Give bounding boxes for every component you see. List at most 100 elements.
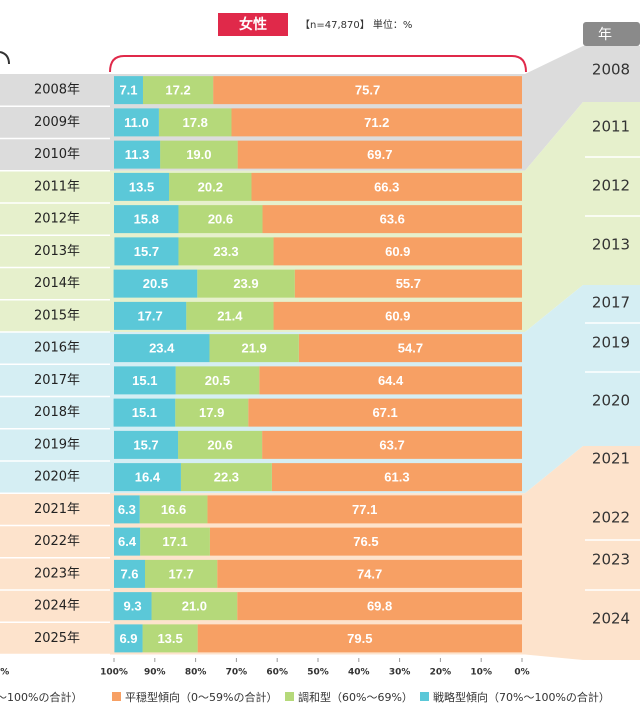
bar-segment xyxy=(209,527,522,556)
bar-segment xyxy=(175,366,260,395)
clipped-text: 0% xyxy=(0,668,9,678)
clipped-text: 〜100%の合計） xyxy=(0,690,82,704)
value-label: 16.6 xyxy=(161,502,186,517)
legend-label: 調和型（60%〜69%） xyxy=(298,690,413,704)
legend-swatch xyxy=(112,692,121,701)
bar-segment xyxy=(237,592,522,621)
bar-segment xyxy=(298,334,522,363)
y-tick-label: 2017年 xyxy=(34,373,80,388)
bar-segment xyxy=(114,624,143,653)
value-label: 20.6 xyxy=(208,212,233,227)
bar-segment xyxy=(114,172,170,201)
y-tick-label: 2011年 xyxy=(34,179,80,194)
y-tick-label: 2021年 xyxy=(34,502,80,517)
bar-segment xyxy=(207,495,522,524)
value-label: 23.3 xyxy=(213,244,238,259)
y-tick-label: 2012年 xyxy=(34,212,80,227)
value-label: 20.6 xyxy=(207,437,232,452)
legend-label: 戦略型傾向（70%〜100%の合計） xyxy=(433,690,610,704)
period-label: 2022 xyxy=(592,509,630,527)
value-label: 77.1 xyxy=(352,502,377,517)
value-label: 21.0 xyxy=(182,599,207,614)
bar-segment xyxy=(271,463,522,492)
y-tick-label: 2008年 xyxy=(34,83,80,98)
bar-segment xyxy=(273,237,522,266)
bar-segment xyxy=(114,108,159,137)
bar-segment xyxy=(237,140,522,169)
value-label: 64.4 xyxy=(378,373,404,388)
x-tick-label: 60% xyxy=(266,668,288,678)
bar-segment xyxy=(113,269,198,298)
bar-segment xyxy=(114,334,210,363)
bar-segment xyxy=(114,140,161,169)
bar-segment xyxy=(209,334,299,363)
x-tick-label: 20% xyxy=(430,668,452,678)
value-label: 69.8 xyxy=(367,599,392,614)
value-label: 6.3 xyxy=(118,502,136,517)
y-tick-label: 2014年 xyxy=(34,276,80,291)
value-label: 22.3 xyxy=(214,470,239,485)
value-label: 17.7 xyxy=(168,566,193,581)
bar-segment xyxy=(114,237,179,266)
value-label: 13.5 xyxy=(157,631,182,646)
y-tick-label: 2010年 xyxy=(34,147,80,162)
x-tick-label: 90% xyxy=(144,668,166,678)
value-label: 11.0 xyxy=(124,115,149,130)
value-label: 75.7 xyxy=(355,83,380,98)
clipped-bracket xyxy=(0,51,10,65)
x-tick-label: 100% xyxy=(100,668,128,678)
value-label: 13.5 xyxy=(129,179,154,194)
x-tick-label: 10% xyxy=(470,668,492,678)
bar-segment xyxy=(114,366,176,395)
period-label: 2017 xyxy=(592,294,630,312)
value-label: 17.1 xyxy=(162,534,187,549)
value-label: 17.8 xyxy=(183,115,208,130)
panel-header-box xyxy=(583,22,640,46)
legend-label: 平穏型傾向（0〜59%の合計） xyxy=(125,690,277,704)
value-label: 6.9 xyxy=(119,631,137,646)
legend-swatch xyxy=(285,692,294,701)
title-box xyxy=(218,13,288,36)
y-tick-label: 2023年 xyxy=(34,566,80,581)
y-tick-label: 2019年 xyxy=(34,437,80,452)
value-label: 71.2 xyxy=(364,115,389,130)
period-label: 2024 xyxy=(592,610,630,628)
bar-segment xyxy=(145,559,218,588)
value-label: 17.9 xyxy=(199,405,224,420)
bar-segment xyxy=(217,559,522,588)
bar-segment xyxy=(178,237,274,266)
bar-segment xyxy=(231,108,522,137)
bar-segment xyxy=(251,172,522,201)
bar-segment xyxy=(114,430,179,459)
bar-segment xyxy=(142,76,214,105)
y-tick-label: 2025年 xyxy=(34,631,80,646)
bar-segment xyxy=(213,76,523,105)
y-tick-label: 2018年 xyxy=(34,405,80,420)
bar-segment xyxy=(180,463,272,492)
value-label: 54.7 xyxy=(398,341,423,356)
bar-segment xyxy=(114,205,179,234)
value-label: 17.7 xyxy=(137,308,162,323)
panel-separators xyxy=(585,156,640,591)
bar-segment xyxy=(294,269,522,298)
bar-segment xyxy=(197,269,295,298)
bar-segment xyxy=(160,140,238,169)
x-tick-label: 0% xyxy=(514,668,529,678)
value-label: 67.1 xyxy=(372,405,397,420)
period-label: 2011 xyxy=(592,118,630,136)
bar-segment xyxy=(175,398,249,427)
value-label: 6.4 xyxy=(118,534,137,549)
bar-segment xyxy=(114,527,141,556)
period-label: 2020 xyxy=(592,392,630,410)
value-label: 74.7 xyxy=(357,566,382,581)
panel-header: 年 xyxy=(598,27,612,43)
value-label: 60.9 xyxy=(385,244,410,259)
bar-segment xyxy=(197,624,522,653)
bar-segment xyxy=(158,108,232,137)
legend-swatch xyxy=(420,692,429,701)
value-label: 7.1 xyxy=(119,83,137,98)
bar-segment xyxy=(113,592,152,621)
value-label: 20.5 xyxy=(205,373,230,388)
value-label: 60.9 xyxy=(385,308,410,323)
value-label: 69.7 xyxy=(367,147,392,162)
